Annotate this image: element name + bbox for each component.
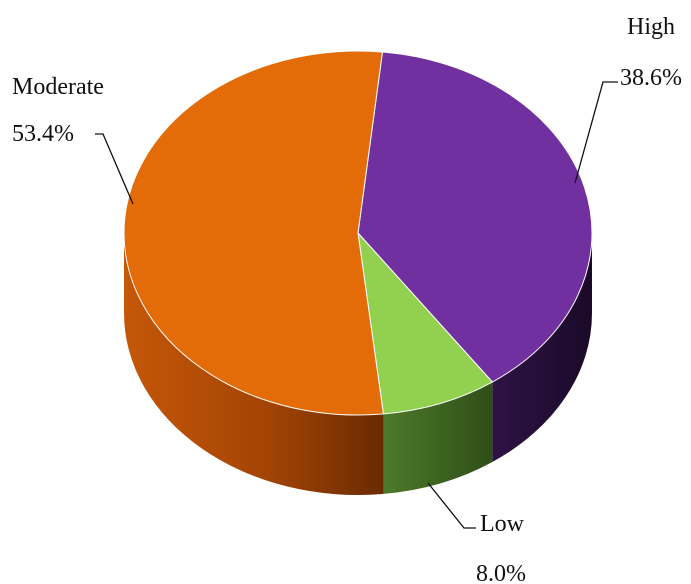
high-label: High: [627, 14, 675, 40]
high-leader-line: [574, 81, 618, 184]
low-label: Low: [480, 511, 525, 537]
pie-slices: [123, 50, 593, 416]
low-slice: [357, 232, 493, 415]
high-slice: [357, 51, 593, 383]
moderate-label: Moderate: [12, 74, 104, 100]
moderate-slice: [123, 50, 384, 416]
moderate-value-label: 53.4%: [12, 121, 74, 147]
moderate-slice-side: [124, 233, 384, 496]
low-slice-side: [383, 382, 493, 494]
high-slice-side: [492, 233, 592, 463]
low-value-label: 8.0%: [476, 561, 526, 584]
low-leader-line: [427, 482, 476, 529]
pie-sides: [124, 233, 592, 496]
high-value-label: 38.6%: [620, 65, 682, 91]
moderate-leader-line: [95, 133, 134, 205]
pie-labels: High 38.6% Moderate 53.4% Low 8.0%: [12, 14, 682, 584]
